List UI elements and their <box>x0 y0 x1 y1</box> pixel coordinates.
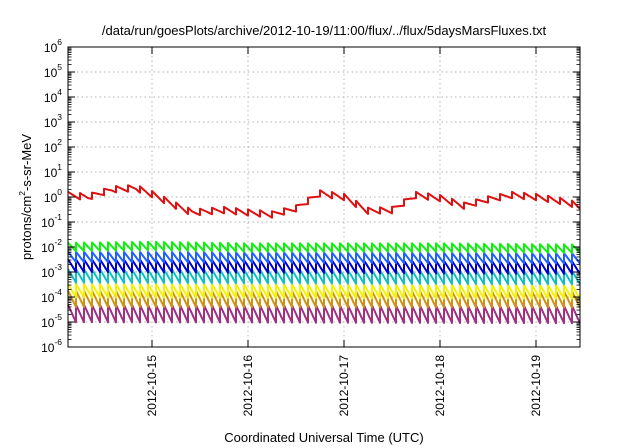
series-line <box>67 282 581 300</box>
x-tick-label: 2012-10-19 <box>529 355 543 417</box>
y-tick-label: 10-1 <box>41 212 62 230</box>
y-tick-label-base: 10 <box>44 141 58 155</box>
y-tick-label-base: 10 <box>41 216 55 230</box>
y-tick-label-base: 10 <box>44 166 58 180</box>
y-tick-label-base: 10 <box>44 41 58 55</box>
ticks <box>68 46 580 348</box>
series-line <box>67 240 581 254</box>
y-tick-label: 10-6 <box>41 337 62 355</box>
series-line <box>67 250 581 265</box>
y-tick-label: 103 <box>44 112 62 130</box>
y-tick-label-exp: 5 <box>57 62 62 72</box>
y-tick-label-base: 10 <box>41 316 55 330</box>
x-tick-label: 2012-10-15 <box>145 355 159 417</box>
y-tick-label-exp: -1 <box>54 212 62 222</box>
series-line <box>67 268 581 286</box>
series-line <box>67 303 581 325</box>
y-tick-label: 104 <box>44 87 62 105</box>
y-tick-label-exp: -3 <box>54 262 62 272</box>
y-tick-label-exp: 3 <box>57 112 62 122</box>
y-tick-label-base: 10 <box>41 341 55 355</box>
y-tick-label: 10-2 <box>41 237 62 255</box>
y-tick-label-exp: -4 <box>54 287 62 297</box>
y-tick-label-exp: -6 <box>54 337 62 347</box>
y-tick-label: 10-4 <box>41 287 62 305</box>
y-tick-label-exp: -5 <box>54 312 62 322</box>
y-tick-label-exp: -2 <box>54 237 62 247</box>
y-tick-label-base: 10 <box>44 116 58 130</box>
y-axis-title: protons/cm2-s-sr-MeV <box>17 134 34 260</box>
x-tick-labels: 2012-10-15 2012-10-16 2012-10-17 2012-10-18… <box>145 355 543 417</box>
x-axis-title: Coordinated Universal Time (UTC) <box>224 430 423 445</box>
y-tick-label: 106 <box>44 37 62 55</box>
y-tick-label-base: 10 <box>41 291 55 305</box>
x-tick-label: 2012-10-17 <box>337 355 351 417</box>
x-tick-label: 2012-10-18 <box>433 355 447 417</box>
y-tick-label: 101 <box>44 162 62 180</box>
series-line <box>67 184 581 219</box>
y-tick-label-base: 10 <box>44 91 58 105</box>
y-axis-title-base: protons/cm <box>19 196 34 260</box>
y-tick-label: 105 <box>44 62 62 80</box>
series-line <box>67 258 581 275</box>
y-axis-title-rest: -s-sr-MeV <box>19 134 34 191</box>
x-tick-label: 2012-10-16 <box>241 355 255 417</box>
y-tick-label: 10-5 <box>41 312 62 330</box>
y-tick-label-base: 10 <box>44 66 58 80</box>
y-tick-label-base: 10 <box>44 191 58 205</box>
y-tick-label-exp: 2 <box>57 137 62 147</box>
chart-title: /data/run/goesPlots/archive/2012-10-19/1… <box>102 23 547 38</box>
y-tick-label: 100 <box>44 187 62 205</box>
y-tick-label-base: 10 <box>41 266 55 280</box>
y-tick-label-exp: 0 <box>57 187 62 197</box>
y-tick-label-exp: 4 <box>57 87 62 97</box>
series-layer <box>67 184 581 325</box>
y-tick-label: 102 <box>44 137 62 155</box>
y-tick-label: 10-3 <box>41 262 62 280</box>
y-tick-label-exp: 6 <box>57 37 62 47</box>
y-tick-label-exp: 1 <box>57 162 62 172</box>
y-axis-title-sup: 2 <box>17 191 27 196</box>
y-tick-label-base: 10 <box>41 241 55 255</box>
y-tick-labels: 10610510410310210110010-110-210-310-410-… <box>41 37 62 355</box>
